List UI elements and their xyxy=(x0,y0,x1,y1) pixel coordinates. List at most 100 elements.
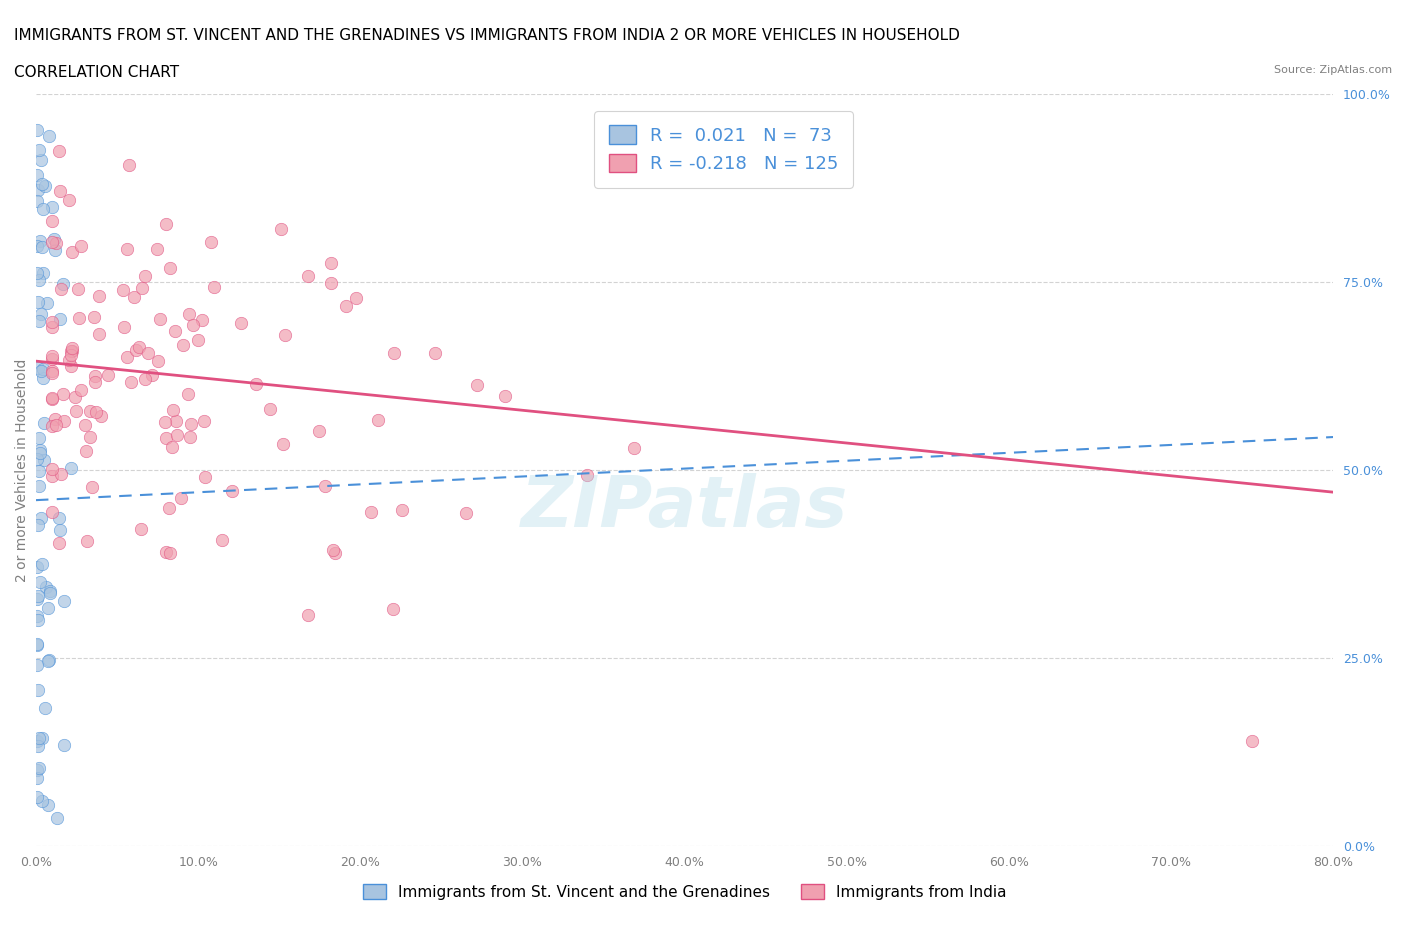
Point xyxy=(129,522,152,537)
Point xyxy=(67,282,90,297)
Point xyxy=(48,144,70,159)
Point xyxy=(274,327,297,342)
Point xyxy=(60,461,83,476)
Point xyxy=(49,523,72,538)
Point xyxy=(28,463,51,478)
Point xyxy=(180,417,202,432)
Point xyxy=(322,542,344,557)
Point xyxy=(28,730,51,745)
Point xyxy=(157,500,180,515)
Point xyxy=(53,414,76,429)
Point xyxy=(38,128,60,143)
Point xyxy=(259,402,281,417)
Point xyxy=(623,441,645,456)
Point xyxy=(314,479,336,494)
Point xyxy=(28,272,51,287)
Point xyxy=(27,738,49,753)
Point xyxy=(454,506,477,521)
Point xyxy=(60,245,83,259)
Point xyxy=(25,451,48,466)
Point xyxy=(39,585,62,600)
Point xyxy=(32,202,55,217)
Point xyxy=(25,239,48,254)
Point xyxy=(75,443,97,458)
Point xyxy=(41,200,63,215)
Point xyxy=(159,545,181,560)
Point xyxy=(32,453,55,468)
Point xyxy=(149,312,172,326)
Point xyxy=(31,556,53,571)
Point xyxy=(131,281,153,296)
Point xyxy=(45,235,67,250)
Text: IMMIGRANTS FROM ST. VINCENT AND THE GRENADINES VS IMMIGRANTS FROM INDIA 2 OR MOR: IMMIGRANTS FROM ST. VINCENT AND THE GREN… xyxy=(14,28,960,43)
Point xyxy=(136,345,159,360)
Point xyxy=(221,484,243,498)
Point xyxy=(155,415,177,430)
Point xyxy=(35,296,58,311)
Point xyxy=(49,282,72,297)
Point xyxy=(84,368,107,383)
Point xyxy=(79,404,101,418)
Point xyxy=(34,700,56,715)
Point xyxy=(41,234,63,249)
Point xyxy=(391,503,413,518)
Point xyxy=(37,798,59,813)
Point xyxy=(67,311,90,325)
Point xyxy=(97,367,120,382)
Point xyxy=(27,361,49,376)
Point xyxy=(70,383,93,398)
Point xyxy=(41,462,63,477)
Point xyxy=(27,518,49,533)
Point xyxy=(27,763,49,777)
Point xyxy=(44,411,66,426)
Point xyxy=(90,408,112,423)
Point xyxy=(41,213,63,228)
Point xyxy=(118,158,141,173)
Point xyxy=(63,390,86,405)
Point xyxy=(155,217,177,232)
Point xyxy=(89,326,111,341)
Point xyxy=(159,261,181,276)
Point xyxy=(28,479,51,494)
Point xyxy=(271,437,294,452)
Point xyxy=(163,323,186,338)
Point xyxy=(181,317,204,332)
Point xyxy=(124,343,146,358)
Point xyxy=(128,339,150,354)
Point xyxy=(25,636,48,651)
Point xyxy=(360,504,382,519)
Point xyxy=(32,415,55,430)
Point xyxy=(49,183,72,198)
Point xyxy=(58,352,80,367)
Point xyxy=(60,340,83,355)
Point xyxy=(25,122,48,137)
Point xyxy=(172,338,194,352)
Point xyxy=(60,348,83,363)
Point xyxy=(41,352,63,366)
Point xyxy=(27,182,49,197)
Point xyxy=(28,761,51,776)
Point xyxy=(25,265,48,280)
Point xyxy=(41,365,63,380)
Point xyxy=(1241,733,1264,748)
Point xyxy=(200,234,222,249)
Point xyxy=(32,371,55,386)
Point xyxy=(115,350,138,365)
Text: CORRELATION CHART: CORRELATION CHART xyxy=(14,65,179,80)
Point xyxy=(344,291,367,306)
Point xyxy=(34,179,56,193)
Point xyxy=(31,793,53,808)
Point xyxy=(28,443,51,458)
Point xyxy=(25,658,48,672)
Point xyxy=(25,193,48,208)
Point xyxy=(37,653,59,668)
Point xyxy=(169,490,191,505)
Point xyxy=(245,377,267,392)
Point xyxy=(51,466,73,481)
Point xyxy=(83,309,105,324)
Point xyxy=(31,730,53,745)
Point xyxy=(270,221,292,236)
Point xyxy=(70,239,93,254)
Point xyxy=(58,193,80,207)
Point xyxy=(177,387,200,402)
